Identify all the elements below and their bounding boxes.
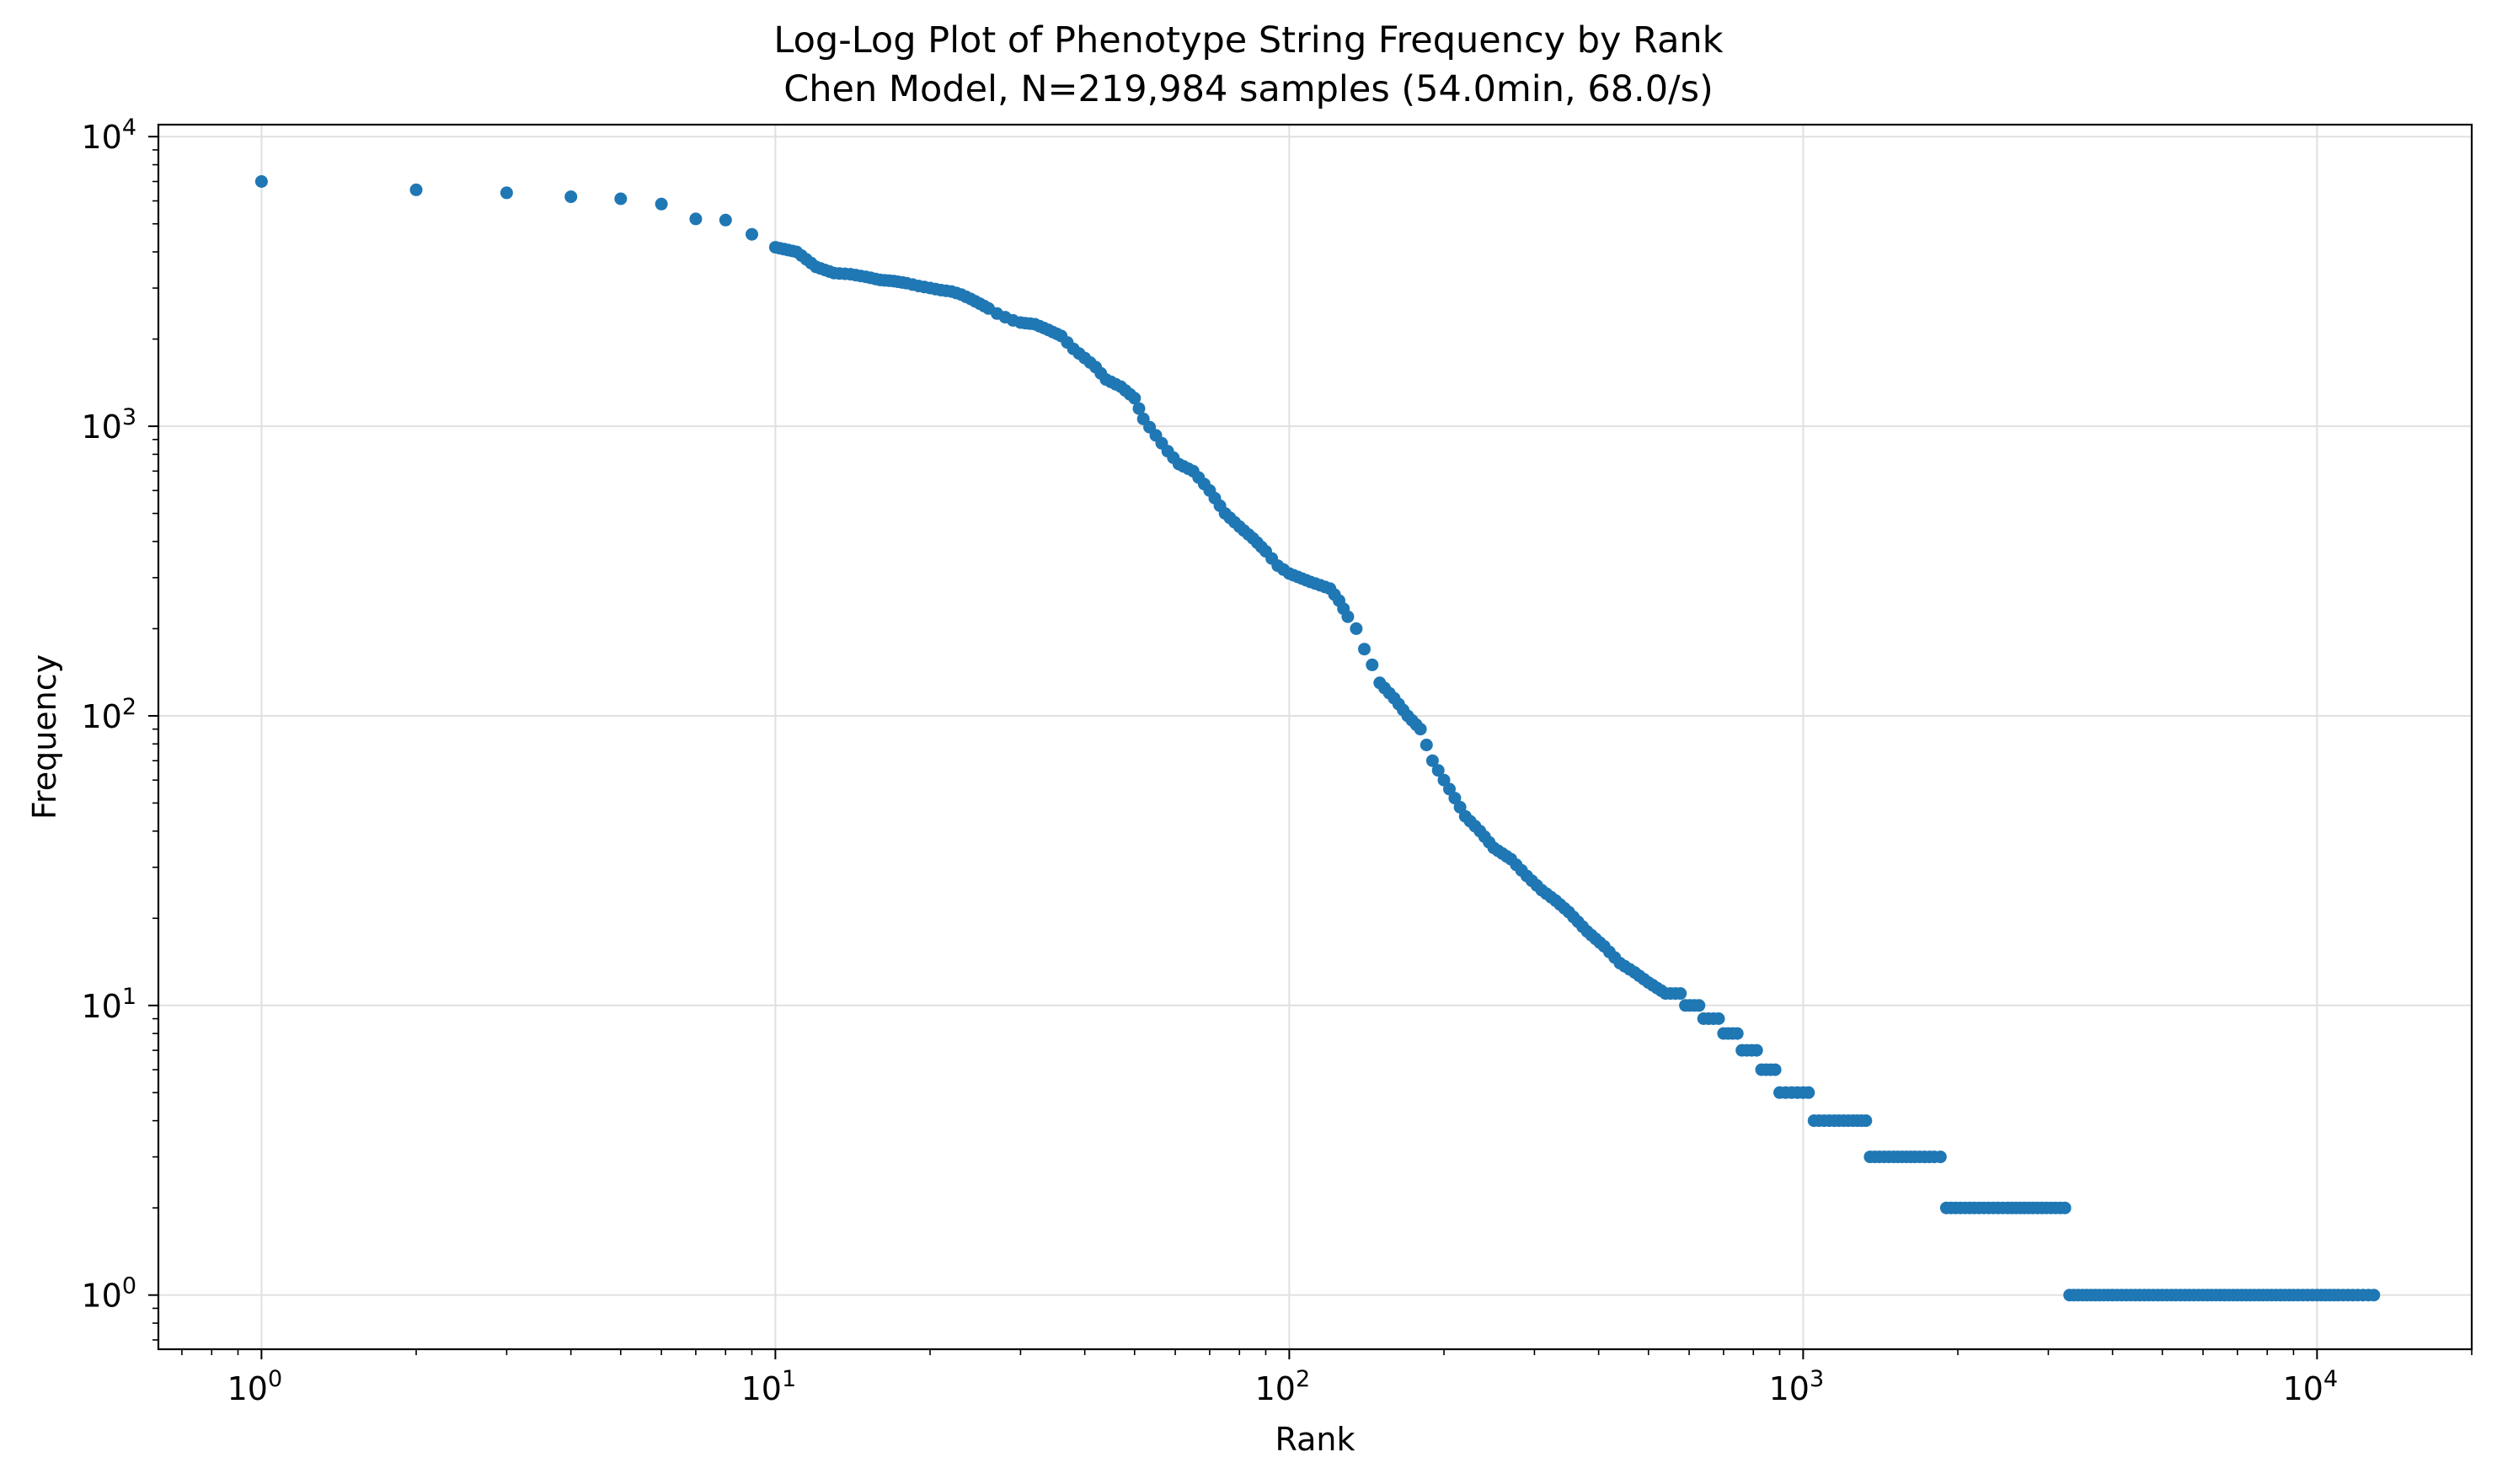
x-tick-label: 102: [1255, 1366, 1311, 1407]
data-point: [689, 212, 703, 226]
data-point: [1132, 402, 1146, 415]
data-point: [1350, 622, 1363, 635]
data-point: [2367, 1289, 2381, 1302]
chart-subtitle: Chen Model, N=219,984 samples (54.0min, …: [783, 68, 1714, 110]
data-point: [1692, 999, 1706, 1012]
x-tick-label: 104: [2283, 1366, 2339, 1407]
data-point: [1420, 739, 1433, 751]
data-point: [1768, 1063, 1782, 1076]
y-tick-label: 101: [81, 984, 136, 1025]
data-point: [1933, 1150, 1947, 1164]
data-point: [746, 227, 758, 241]
x-tick-label: 100: [227, 1366, 283, 1407]
data-point: [500, 186, 513, 200]
data-point: [1414, 723, 1427, 736]
data-point: [564, 190, 578, 204]
y-axis-label: Frequency: [26, 654, 63, 819]
data-point: [1712, 1012, 1725, 1025]
data-point: [2058, 1201, 2072, 1214]
data-point: [1730, 1027, 1744, 1040]
data-point: [1431, 764, 1445, 777]
data-point: [1802, 1086, 1815, 1099]
series-layer: [254, 175, 2381, 1302]
data-point: [1341, 610, 1355, 623]
data-point: [655, 197, 668, 211]
data-point: [409, 183, 423, 196]
data-point: [1859, 1114, 1873, 1128]
grid-layer: [158, 125, 2472, 1349]
data-point: [1674, 987, 1687, 1001]
data-point: [614, 192, 628, 206]
x-axis-label: Rank: [1275, 1421, 1355, 1458]
data-point: [254, 175, 268, 188]
data-point: [1366, 658, 1379, 671]
chart-title: Log-Log Plot of Phenotype String Frequen…: [773, 19, 1723, 61]
data-point: [1128, 392, 1142, 405]
data-point: [1750, 1044, 1763, 1057]
x-tick-label: 101: [741, 1366, 797, 1407]
data-point: [719, 213, 732, 227]
plot-frame: [157, 123, 2473, 1351]
y-tick-label: 102: [81, 694, 136, 735]
y-tick-label: 100: [81, 1273, 136, 1315]
y-tick-label: 104: [81, 115, 136, 156]
data-point: [1425, 754, 1439, 767]
tick-layer: 100 101 102 103 104 100 101 102 103 104: [81, 115, 2473, 1407]
data-point: [1358, 643, 1371, 656]
y-tick-label: 103: [81, 404, 136, 446]
x-tick-label: 103: [1769, 1366, 1825, 1407]
